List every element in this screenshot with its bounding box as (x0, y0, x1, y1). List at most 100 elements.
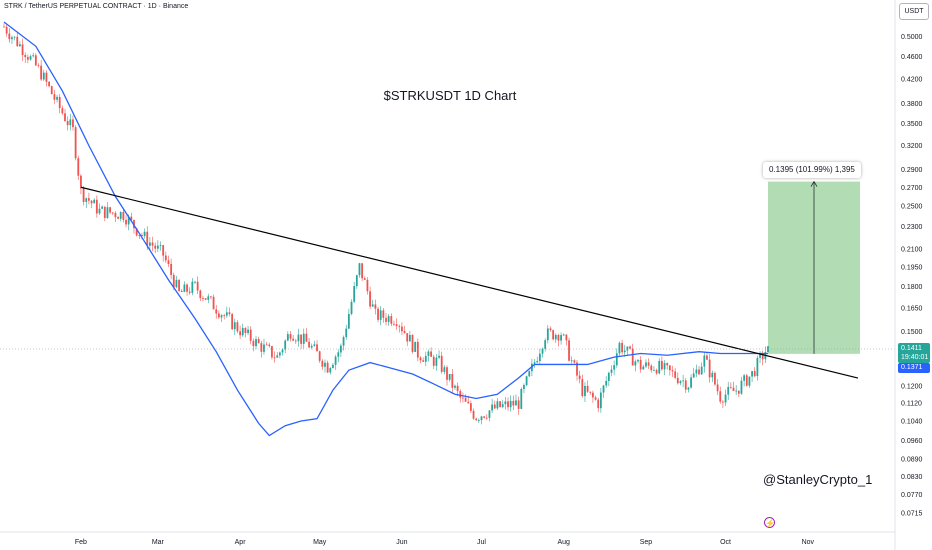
candle-body (146, 231, 149, 246)
candle-body (40, 65, 43, 80)
price-tick-label: 0.3200 (901, 143, 923, 150)
candle-body (690, 377, 692, 388)
time-tick-label: Feb (75, 539, 87, 546)
candle-body (90, 200, 93, 204)
candle-body (599, 392, 602, 409)
candle-body (170, 263, 173, 275)
candle-body (722, 401, 724, 403)
candle-body (748, 376, 751, 386)
candle-body (286, 334, 289, 341)
candle-body (80, 175, 82, 189)
candle-body (623, 350, 626, 353)
flash-icon[interactable]: ⚡ (764, 517, 775, 528)
candle-body (350, 301, 353, 314)
candle-body (48, 81, 50, 87)
candle-body (658, 360, 661, 374)
price-tick-label: 0.0960 (901, 438, 923, 445)
candle-body (462, 397, 464, 399)
candle-body (50, 86, 53, 95)
price-axis: 0.5000 0.4600 0.4200 0.3800 0.3500 0.3200 0.29… (901, 34, 923, 518)
candle-body (751, 371, 753, 377)
time-tick-label: Jul (477, 539, 486, 546)
candle-body (512, 400, 515, 406)
candle-body (756, 357, 759, 377)
candle-body (199, 290, 202, 299)
candle-body (729, 386, 732, 388)
candle-body (64, 113, 66, 122)
candle-body (467, 401, 470, 404)
candle-body (676, 377, 679, 384)
candle-body (26, 57, 29, 60)
price-tick-label: 0.2100 (901, 246, 923, 253)
candle-body (592, 392, 594, 398)
candle-body (653, 369, 655, 371)
candle-body (66, 121, 69, 126)
price-tick-label: 0.1650 (901, 305, 923, 312)
candle-body (85, 198, 88, 202)
candle-body (122, 211, 125, 220)
candle-body (655, 369, 658, 374)
candle-body (300, 334, 303, 344)
candle-body (679, 381, 682, 384)
candle-body (615, 353, 618, 366)
candle-body (8, 33, 11, 40)
candle-body (53, 94, 56, 100)
candle-body (637, 359, 639, 362)
candle-body (114, 212, 117, 218)
candle-body (581, 379, 584, 397)
candle-body (610, 369, 613, 373)
candle-body (363, 278, 366, 280)
ma-line (3, 21, 768, 437)
candle-body (77, 158, 80, 176)
moving-average (3, 21, 768, 437)
candle-body (13, 36, 16, 38)
candle-body (324, 362, 326, 367)
time-tick-label: Oct (720, 539, 731, 546)
time-tick-label: Nov (802, 539, 815, 546)
candle-body (292, 338, 295, 341)
candle-body (93, 199, 96, 204)
candle-body (493, 404, 496, 409)
candle-body (24, 55, 27, 58)
candle-body (276, 355, 279, 358)
candle-body (265, 344, 268, 346)
candle-body (154, 245, 157, 249)
candle-body (427, 351, 430, 356)
candle-body (602, 385, 605, 393)
price-tick-label: 0.1120 (901, 400, 922, 407)
candle-body (196, 281, 199, 291)
candle-body (191, 281, 194, 293)
measure-arrowhead (810, 180, 818, 187)
candle-body (32, 55, 35, 57)
candle-body (488, 410, 491, 418)
candle-body (605, 380, 608, 386)
candle-body (660, 360, 663, 370)
price-tick-label: 0.4200 (901, 76, 923, 83)
candle-body (106, 207, 109, 218)
candle-body (127, 216, 130, 225)
candle-body (480, 416, 483, 421)
candle-body (682, 380, 685, 382)
candle-body (186, 284, 188, 292)
candle-body (37, 65, 40, 67)
candle-body (347, 313, 350, 329)
candle-body (727, 386, 730, 395)
candle-body (369, 291, 371, 307)
candle-body (607, 372, 610, 381)
candle-body (403, 331, 406, 334)
candle-body (202, 298, 204, 299)
price-tick-label: 0.1950 (901, 264, 923, 271)
candle-body (42, 72, 45, 80)
candle-body (217, 313, 220, 318)
currency-button[interactable]: USDT (899, 3, 929, 20)
candle-body (260, 343, 263, 352)
candle-body (735, 390, 738, 392)
candle-body (212, 296, 215, 310)
candle-body (562, 334, 565, 336)
candle-body (642, 366, 645, 370)
candle-body (393, 323, 395, 325)
candle-body (318, 351, 321, 361)
price-tick-label: 0.1500 (901, 329, 923, 336)
time-tick-label: Mar (152, 539, 165, 546)
